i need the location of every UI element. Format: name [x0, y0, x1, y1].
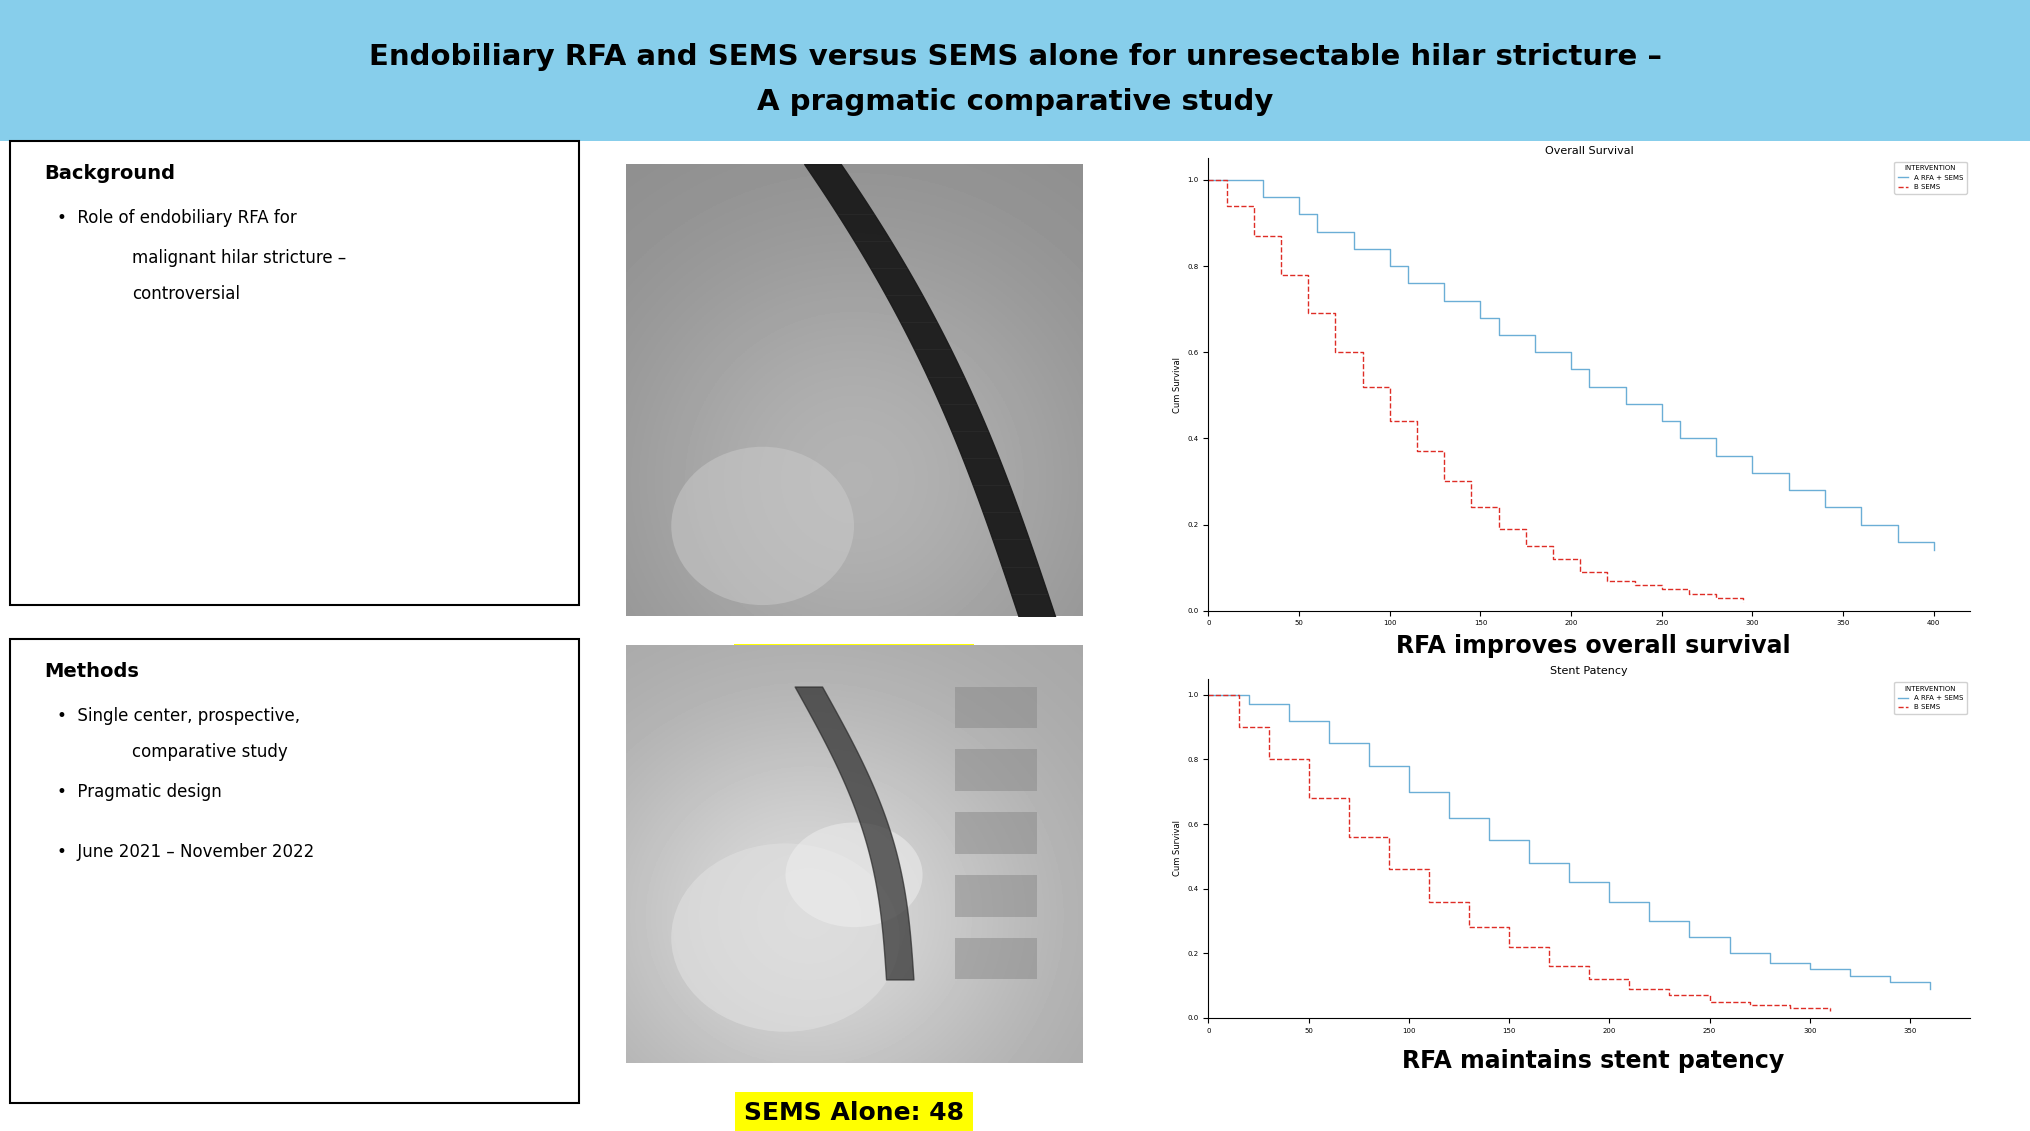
Bar	[954, 687, 1035, 728]
Bar	[954, 938, 1035, 979]
Bar	[954, 750, 1035, 792]
Text: Background: Background	[45, 164, 177, 183]
Ellipse shape	[670, 447, 853, 605]
Text: SEMS Alone: 48: SEMS Alone: 48	[743, 1100, 964, 1125]
Text: comparative study: comparative study	[132, 743, 288, 761]
Bar	[954, 875, 1035, 916]
Ellipse shape	[786, 822, 922, 927]
Title: Overall Survival: Overall Survival	[1545, 146, 1632, 156]
Text: •  Single center, prospective,: • Single center, prospective,	[57, 707, 300, 725]
Y-axis label: Cum Survival: Cum Survival	[1173, 356, 1181, 413]
Legend: A RFA + SEMS, B SEMS: A RFA + SEMS, B SEMS	[1894, 162, 1965, 193]
Text: RFA + SEMS: 23: RFA + SEMS: 23	[743, 653, 964, 676]
Text: •  June 2021 – November 2022: • June 2021 – November 2022	[57, 843, 315, 861]
Text: RFA maintains stent patency: RFA maintains stent patency	[1401, 1048, 1784, 1073]
Bar	[0, 0, 2030, 141]
Ellipse shape	[670, 844, 899, 1031]
Y-axis label: Cum Survival: Cum Survival	[1173, 820, 1181, 877]
Text: •  Role of endobiliary RFA for: • Role of endobiliary RFA for	[57, 209, 296, 227]
FancyBboxPatch shape	[10, 141, 579, 605]
Bar	[954, 812, 1035, 854]
Text: •  Pragmatic design: • Pragmatic design	[57, 783, 221, 801]
Text: Methods: Methods	[45, 662, 140, 681]
FancyBboxPatch shape	[10, 639, 579, 1103]
Text: Endobiliary RFA and SEMS versus SEMS alone for unresectable hilar stricture –: Endobiliary RFA and SEMS versus SEMS alo…	[369, 43, 1661, 70]
Text: RFA improves overall survival: RFA improves overall survival	[1395, 633, 1790, 658]
Text: controversial: controversial	[132, 285, 240, 303]
Text: malignant hilar stricture –: malignant hilar stricture –	[132, 249, 345, 267]
Text: A pragmatic comparative study: A pragmatic comparative study	[757, 88, 1273, 115]
Title: Stent Patency: Stent Patency	[1549, 666, 1628, 676]
Legend: A RFA + SEMS, B SEMS: A RFA + SEMS, B SEMS	[1894, 682, 1965, 714]
